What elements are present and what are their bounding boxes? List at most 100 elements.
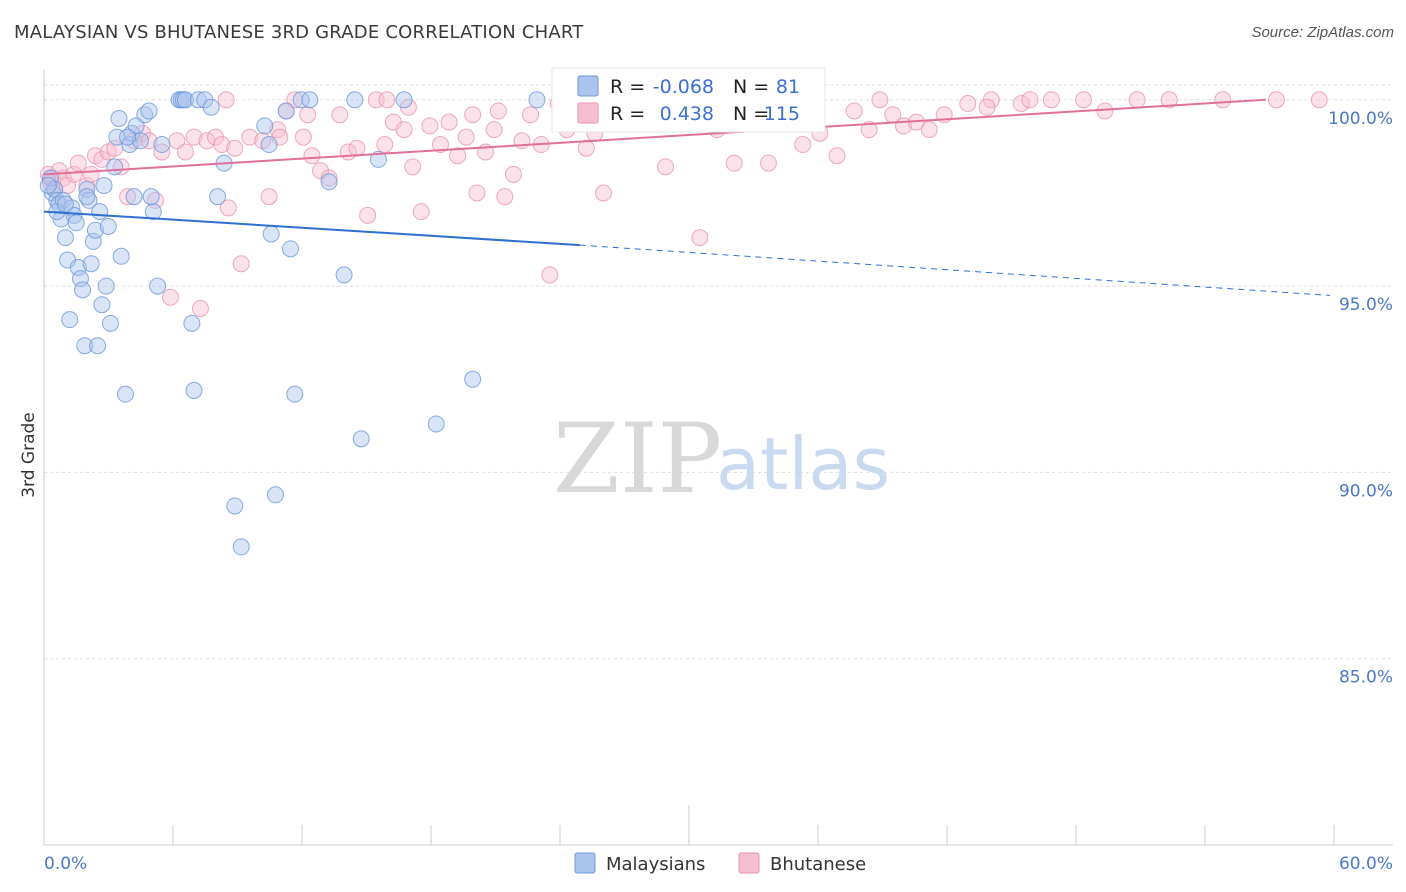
malaysian-point xyxy=(93,296,111,314)
bhutanese-point xyxy=(153,143,171,161)
malaysian-point xyxy=(464,370,482,388)
y-tick-label: 85.0% xyxy=(1339,668,1393,688)
bhutanese-point xyxy=(395,121,413,139)
malaysian-point xyxy=(89,337,107,355)
malaysian-point xyxy=(131,132,149,150)
bhutanese-point xyxy=(286,91,304,109)
bhutanese-point xyxy=(1096,102,1114,120)
stats-n-label-1: N = xyxy=(733,76,769,98)
malaysian-point xyxy=(125,188,143,206)
bhutanese-point xyxy=(1012,95,1030,113)
malaysian-point xyxy=(99,217,117,235)
malaysian-point xyxy=(153,136,171,154)
malaysian-point xyxy=(39,177,57,195)
bhutanese-point xyxy=(82,165,100,183)
stats-r-value-bhutanese: 0.438 xyxy=(660,103,714,125)
malaysian-point xyxy=(56,195,74,213)
bhutanese-point xyxy=(1042,91,1060,109)
watermark-zip: ZIP xyxy=(553,403,722,515)
malaysian-point xyxy=(116,385,134,403)
bhutanese-point xyxy=(376,136,394,154)
bhutanese-point xyxy=(219,199,237,217)
malaysian-point xyxy=(71,270,89,288)
bhutanese-point xyxy=(1214,91,1232,109)
malaysian-point xyxy=(97,277,115,295)
bhutanese-point xyxy=(657,158,675,176)
malaysian-point xyxy=(106,158,124,176)
malaysian-point xyxy=(78,180,96,198)
malaysian-point xyxy=(256,117,274,135)
bhutanese-point xyxy=(176,143,194,161)
trend-lines xyxy=(43,98,1331,296)
malaysian-point xyxy=(320,173,338,191)
malaysian-point xyxy=(144,203,162,221)
malaysian-point xyxy=(277,102,295,120)
malaysian-point xyxy=(67,214,85,232)
bhutanese-point xyxy=(294,128,312,146)
malaysian-point xyxy=(140,102,158,120)
bhutanese-point xyxy=(871,91,889,109)
bhutanese-point xyxy=(232,255,250,273)
bhutanese-point xyxy=(348,139,366,157)
bhutanese-point xyxy=(299,106,317,124)
bhutanese-point xyxy=(331,106,349,124)
bhutanese-point xyxy=(1075,91,1093,109)
bhutanese-point xyxy=(725,154,743,172)
bhutanese-point xyxy=(226,139,244,157)
bhutanese-point xyxy=(759,154,777,172)
x-tick-label: 60.0% xyxy=(1339,854,1393,874)
bhutanese-point xyxy=(65,165,83,183)
bhutanese-point xyxy=(978,98,996,116)
malaysians-trend-line xyxy=(43,210,580,247)
bhutanese-point xyxy=(260,188,278,206)
bhutanese-point xyxy=(457,128,475,146)
malaysian-point xyxy=(76,337,94,355)
bhutanese-point xyxy=(217,91,235,109)
malaysian-point xyxy=(185,381,203,399)
stats-swatch-malaysians xyxy=(577,75,599,97)
bhutanese-point xyxy=(1021,91,1039,109)
bhutanese-point xyxy=(1160,91,1178,109)
bhutanese-point xyxy=(845,102,863,120)
bhutanese-point xyxy=(440,113,458,131)
bhutanese-point xyxy=(541,266,559,284)
malaysian-point xyxy=(149,277,167,295)
malaysian-point xyxy=(266,486,284,504)
bhutanese-trend-line xyxy=(43,98,1266,176)
bhutanese-point xyxy=(311,162,329,180)
bhutanese-point xyxy=(303,147,321,165)
bhutanese-point xyxy=(577,139,595,157)
malaysian-point xyxy=(82,255,100,273)
bhutanese-point xyxy=(504,165,522,183)
malaysian-point xyxy=(112,247,130,265)
stats-n-value-bhutanese: 115 xyxy=(764,103,800,125)
chart-title: MALAYSIAN VS BHUTANESE 3RD GRADE CORRELA… xyxy=(14,22,584,43)
bhutanese-point xyxy=(140,132,158,150)
malaysian-point xyxy=(142,188,160,206)
malaysian-point xyxy=(84,232,102,250)
malaysian-point xyxy=(110,109,128,127)
legend: Malaysians Bhutanese xyxy=(574,852,866,875)
bhutanese-point xyxy=(69,154,87,172)
malaysian-point xyxy=(286,385,304,403)
y-tick-label: 95.0% xyxy=(1339,295,1393,315)
malaysian-point xyxy=(56,229,74,247)
y-tick-labels: 85.0% 90.0% 95.0% 100.0% xyxy=(1328,109,1393,688)
watermark: ZIP atlas xyxy=(553,403,890,515)
bhutanese-point xyxy=(112,158,130,176)
malaysian-point xyxy=(86,221,104,239)
malaysian-point xyxy=(528,91,546,109)
malaysian-point xyxy=(119,128,137,146)
malaysians-trend-extension xyxy=(579,244,1331,296)
malaysian-point xyxy=(232,538,250,556)
malaysian-point xyxy=(346,91,364,109)
y-axis-title: 3rd Grade xyxy=(19,412,39,498)
bhutanese-point xyxy=(959,95,977,113)
stats-box: R = -0.068 N = 81 R = 0.438 N = 115 xyxy=(551,67,826,133)
malaysian-point xyxy=(202,98,220,116)
bhutanese-point xyxy=(594,184,612,202)
axes xyxy=(43,70,1393,846)
malaysian-point xyxy=(95,177,113,195)
stats-r-value-malaysians: -0.068 xyxy=(653,76,714,98)
